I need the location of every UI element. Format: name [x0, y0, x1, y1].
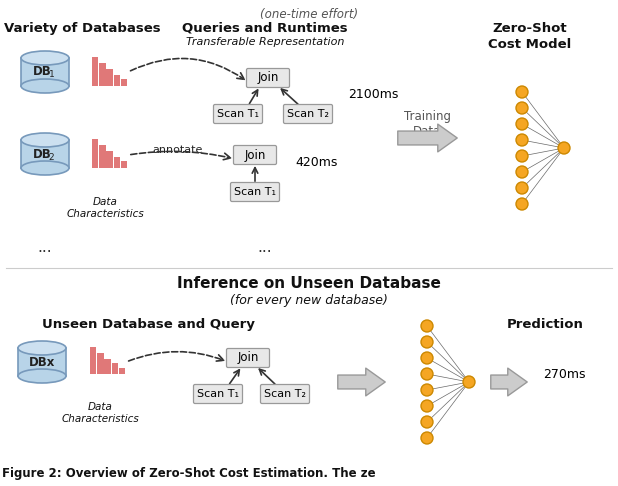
Bar	[121, 79, 127, 86]
Text: ...: ...	[258, 240, 273, 255]
FancyBboxPatch shape	[261, 384, 310, 403]
Text: Prediction: Prediction	[507, 318, 583, 331]
Bar	[99, 145, 106, 168]
Text: 1: 1	[49, 70, 54, 80]
Text: Figure 2: Overview of Zero-Shot Cost Estimation. The ze: Figure 2: Overview of Zero-Shot Cost Est…	[2, 467, 376, 480]
Circle shape	[516, 166, 528, 178]
Ellipse shape	[21, 79, 69, 93]
Text: Join: Join	[257, 71, 279, 85]
Bar	[114, 156, 120, 168]
Text: annotate: annotate	[153, 145, 203, 155]
FancyBboxPatch shape	[21, 140, 69, 168]
Circle shape	[516, 86, 528, 98]
FancyArrowPatch shape	[338, 368, 385, 396]
Text: Training
Data: Training Data	[404, 110, 451, 138]
Bar	[119, 368, 125, 374]
Bar	[90, 347, 96, 374]
Text: Data
Characteristics: Data Characteristics	[61, 402, 139, 424]
Circle shape	[463, 376, 475, 388]
Ellipse shape	[21, 133, 69, 147]
Text: Transferable Representation: Transferable Representation	[186, 37, 344, 47]
Circle shape	[421, 432, 433, 444]
Circle shape	[421, 416, 433, 428]
FancyBboxPatch shape	[18, 348, 66, 376]
Circle shape	[516, 102, 528, 114]
Text: 270ms: 270ms	[543, 368, 585, 382]
Circle shape	[421, 384, 433, 396]
FancyBboxPatch shape	[247, 69, 289, 87]
Text: DB: DB	[33, 66, 51, 79]
FancyArrowPatch shape	[491, 368, 527, 396]
Circle shape	[421, 368, 433, 380]
FancyBboxPatch shape	[284, 104, 332, 123]
Circle shape	[421, 320, 433, 332]
Text: Scan T₁: Scan T₁	[234, 187, 276, 197]
Text: Join: Join	[237, 351, 259, 364]
Text: Scan T₂: Scan T₂	[287, 109, 329, 119]
FancyBboxPatch shape	[227, 348, 269, 367]
Text: Queries and Runtimes: Queries and Runtimes	[182, 22, 348, 35]
Bar	[92, 57, 98, 86]
Circle shape	[516, 182, 528, 194]
Bar	[106, 69, 113, 86]
Bar	[99, 64, 106, 86]
Circle shape	[516, 150, 528, 162]
FancyBboxPatch shape	[193, 384, 242, 403]
Circle shape	[421, 352, 433, 364]
Circle shape	[516, 118, 528, 130]
Bar	[114, 74, 120, 86]
Text: 2100ms: 2100ms	[348, 88, 399, 102]
Text: Scan T₁: Scan T₁	[217, 109, 259, 119]
Text: (one-time effort): (one-time effort)	[260, 8, 358, 21]
Ellipse shape	[18, 341, 66, 355]
Text: Scan T₁: Scan T₁	[197, 389, 239, 399]
Circle shape	[516, 134, 528, 146]
FancyBboxPatch shape	[213, 104, 263, 123]
Ellipse shape	[21, 51, 69, 65]
Bar	[112, 364, 118, 374]
FancyBboxPatch shape	[231, 183, 279, 202]
Text: Join: Join	[244, 149, 266, 161]
Text: DBx: DBx	[29, 355, 55, 368]
Text: (for every new database): (for every new database)	[230, 294, 388, 307]
Circle shape	[421, 400, 433, 412]
Text: 2: 2	[49, 153, 54, 161]
Text: Zero-Shot
Cost Model: Zero-Shot Cost Model	[488, 22, 572, 51]
Ellipse shape	[18, 369, 66, 383]
FancyArrowPatch shape	[398, 124, 457, 152]
Text: Unseen Database and Query: Unseen Database and Query	[41, 318, 255, 331]
Circle shape	[516, 198, 528, 210]
Text: Scan T₂: Scan T₂	[264, 389, 306, 399]
Text: Data
Characteristics: Data Characteristics	[66, 197, 144, 219]
Bar	[92, 139, 98, 168]
Text: Variety of Databases: Variety of Databases	[4, 22, 160, 35]
Bar	[97, 353, 104, 374]
Ellipse shape	[21, 161, 69, 175]
Circle shape	[558, 142, 570, 154]
Text: ...: ...	[38, 240, 53, 255]
Text: 420ms: 420ms	[295, 156, 337, 170]
Circle shape	[421, 336, 433, 348]
Text: Inference on Unseen Database: Inference on Unseen Database	[177, 276, 441, 291]
Text: DB: DB	[33, 147, 51, 160]
Bar	[106, 152, 113, 168]
FancyBboxPatch shape	[21, 58, 69, 86]
Bar	[104, 359, 111, 374]
FancyBboxPatch shape	[234, 145, 276, 164]
Bar	[121, 161, 127, 168]
